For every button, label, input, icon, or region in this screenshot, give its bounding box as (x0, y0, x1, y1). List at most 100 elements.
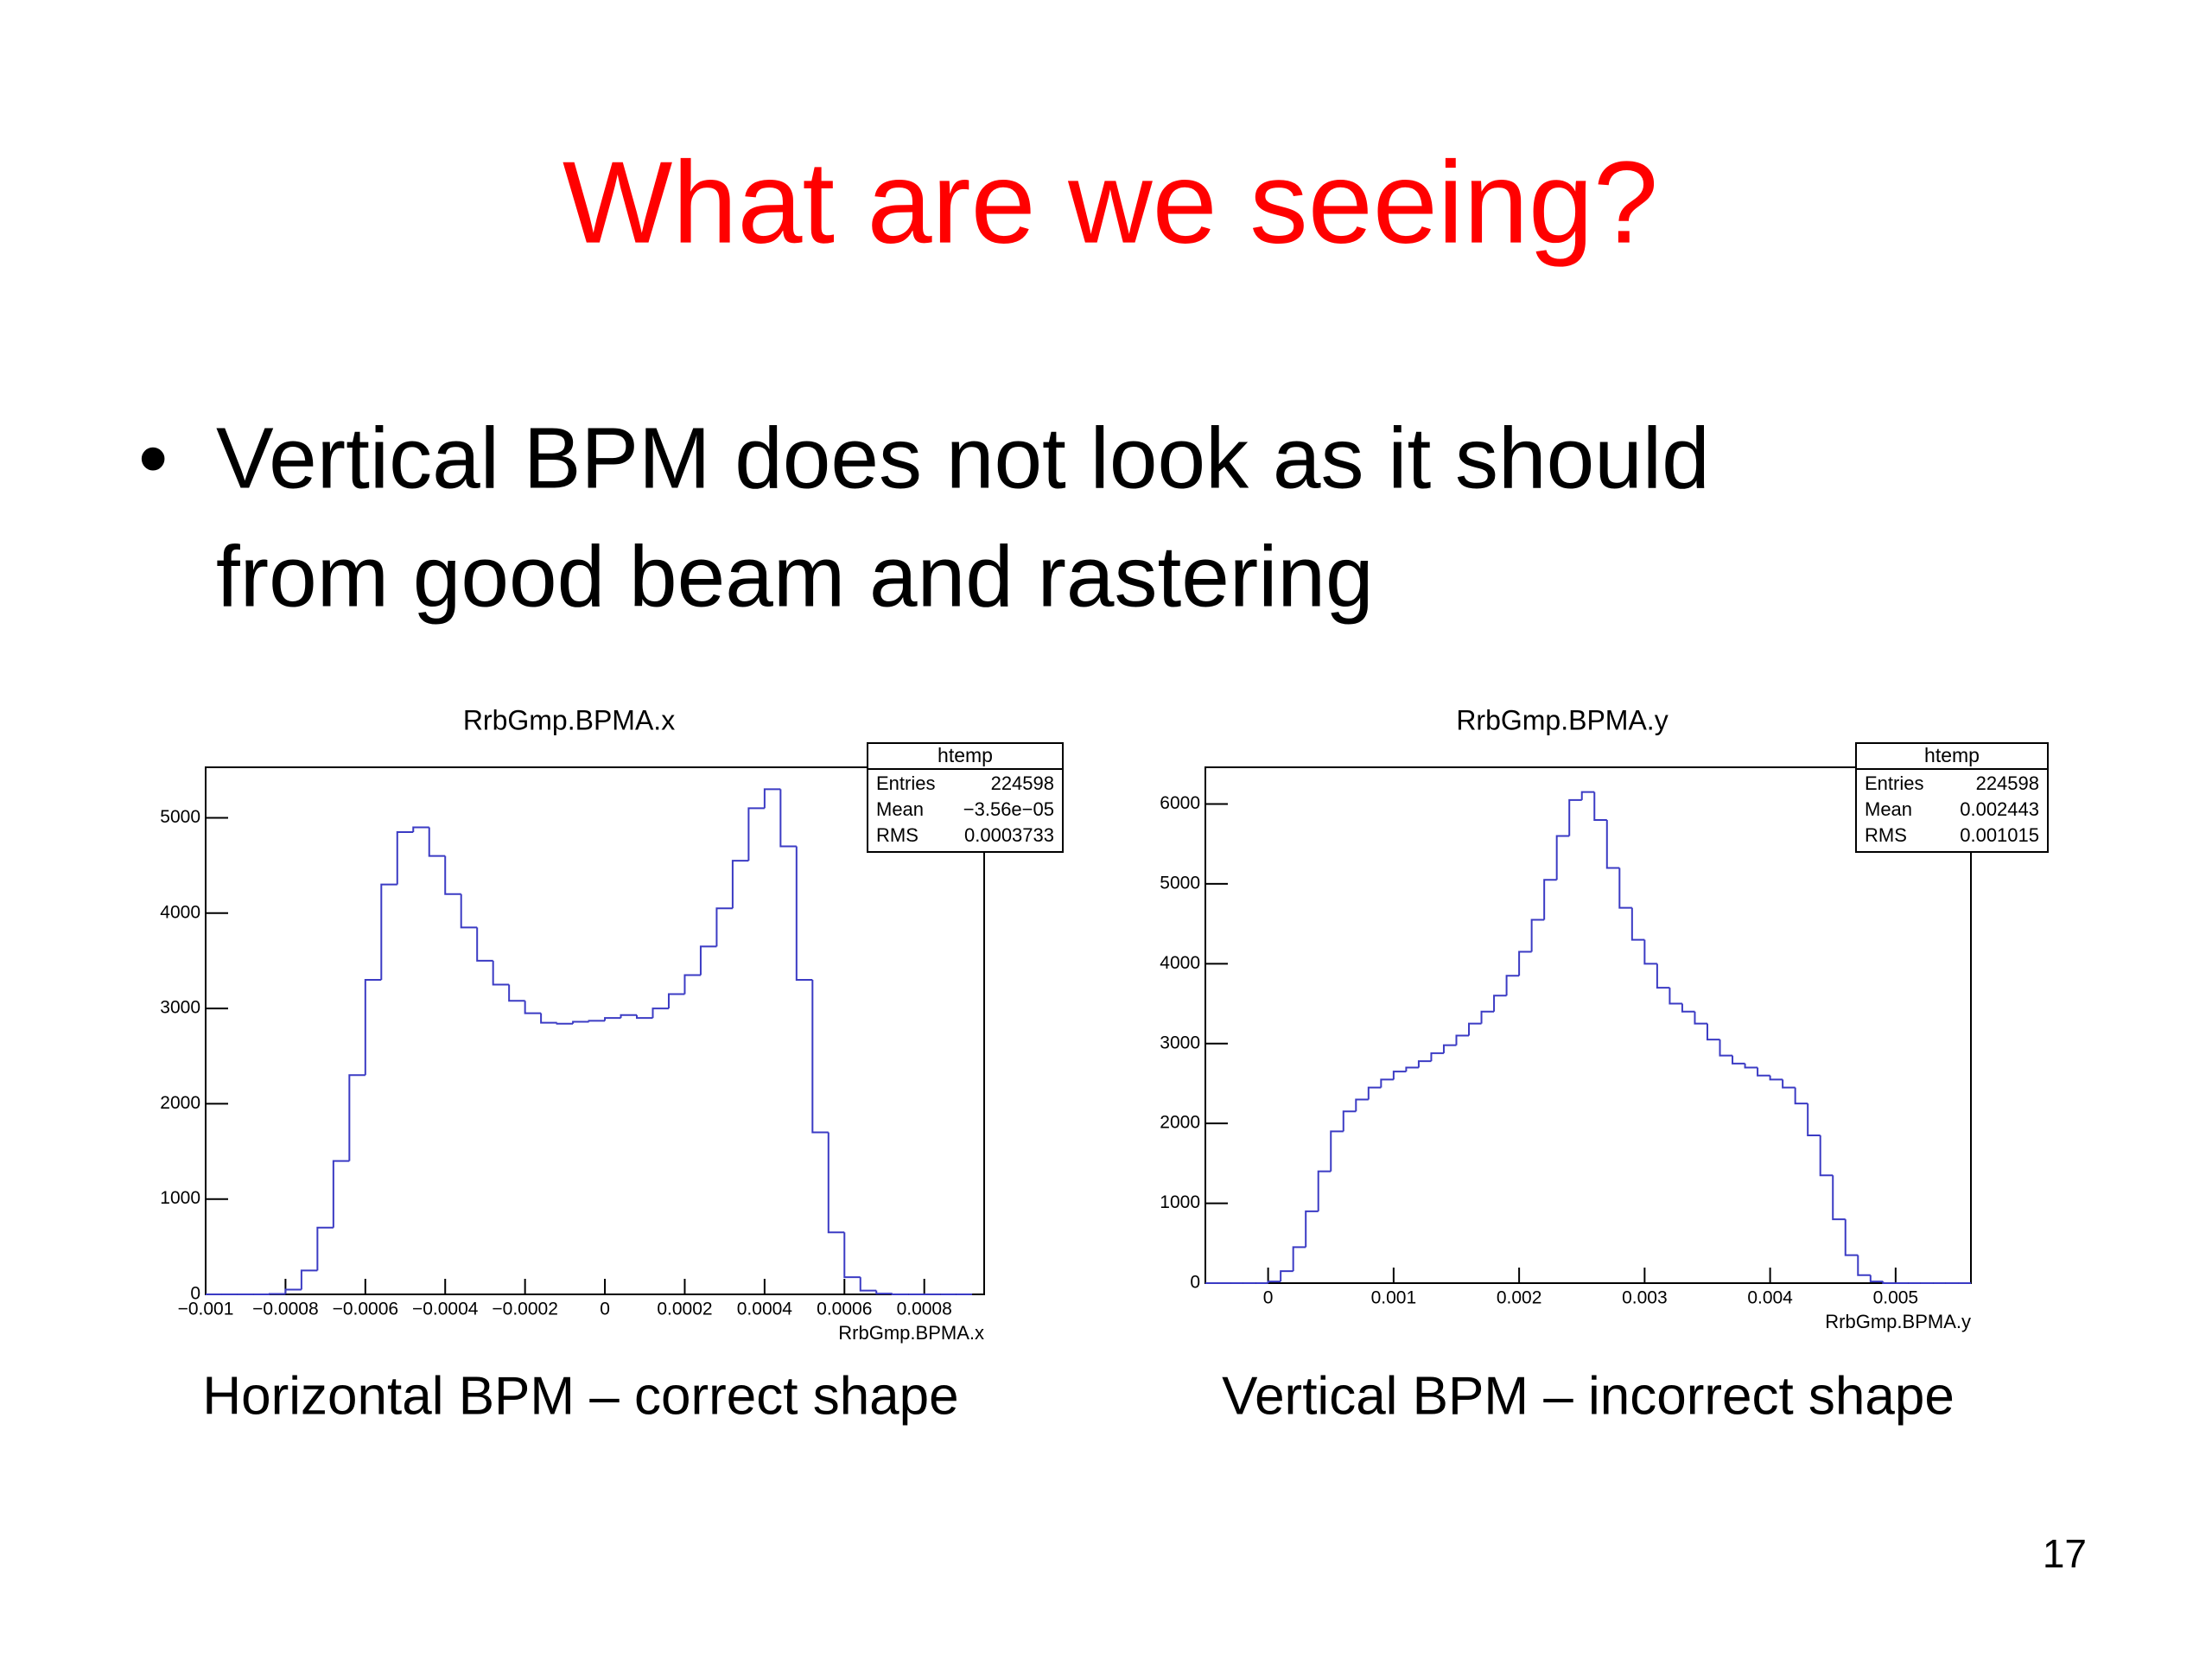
histogram-bin (1694, 1011, 1707, 1025)
histogram-bin (859, 1277, 877, 1292)
histogram-bin (1367, 1086, 1382, 1100)
histogram-bin (1605, 819, 1620, 869)
histogram-bin (1292, 1246, 1306, 1272)
stats-value: −3.56e−05 (963, 798, 1054, 820)
histogram-bin (811, 979, 829, 1134)
stats-value: 224598 (1976, 772, 2039, 794)
histogram-bin (588, 1020, 606, 1022)
x-tick-label: −0.0006 (333, 1300, 399, 1319)
caption: Horizontal BPM – correct shape (202, 1366, 958, 1426)
histogram-bin (492, 960, 510, 986)
bullet: • (138, 410, 168, 505)
x-tick-label: 0.0004 (737, 1300, 793, 1319)
histogram-bin (763, 788, 781, 809)
x-tick-label: −0.001 (178, 1300, 234, 1319)
histogram-bin (316, 1226, 334, 1271)
y-tick-label: 5000 (160, 807, 200, 827)
stats-name: Mean (1865, 798, 1912, 820)
histogram-bin (540, 1013, 557, 1024)
histogram-bin (1869, 1274, 1884, 1283)
x-tick-label: 0.0008 (897, 1300, 952, 1319)
y-tick-label: 4000 (1160, 953, 1200, 973)
plot-frame (205, 766, 985, 1295)
x-tick-label: 0.001 (1371, 1288, 1417, 1308)
stats-value: 0.0003733 (964, 824, 1054, 846)
histogram-bin (1442, 1044, 1457, 1053)
y-tick-label: 5000 (1160, 873, 1200, 893)
histogram-bin (1719, 1039, 1733, 1057)
y-tick-label: 4000 (160, 902, 200, 922)
histogram-bin (364, 978, 382, 1076)
histogram-bin (1267, 1281, 1281, 1283)
histogram-bin (508, 984, 525, 1002)
histogram-bin (1317, 1170, 1332, 1211)
x-axis-label: RrbGmp.BPMA.x (838, 1322, 984, 1344)
histogram-bin (1380, 1078, 1394, 1088)
stats-value: 0.002443 (1960, 798, 2039, 820)
x-tick-label: 0 (600, 1300, 610, 1319)
stats-box (1855, 742, 2049, 853)
x-tick-label: 0.0006 (817, 1300, 872, 1319)
histogram-bin (1430, 1052, 1444, 1062)
histogram-bin (652, 1007, 669, 1019)
histogram-bin (1568, 798, 1582, 836)
histogram-bin (1480, 1010, 1495, 1024)
histogram-bin (1630, 907, 1645, 941)
histogram-bin (1593, 791, 1607, 821)
histogram-bin (1417, 1060, 1432, 1068)
histogram-bin (843, 1232, 861, 1279)
histogram-bin (1342, 1110, 1357, 1132)
histogram-bin (556, 1022, 574, 1025)
slide-title: What are we seeing? (563, 137, 1658, 268)
y-tick-label: 2000 (1160, 1113, 1200, 1133)
histogram-bin (1782, 1079, 1796, 1089)
histogram-bin (683, 974, 701, 995)
stats-name: Mean (876, 798, 924, 820)
histogram-bin (875, 1290, 893, 1295)
histogram-bin (1643, 939, 1657, 965)
histogram-bin (284, 1288, 302, 1294)
histogram-bin (1280, 1270, 1294, 1282)
histogram-bin (827, 1132, 845, 1234)
histogram-bin (795, 846, 813, 981)
y-tick-label: 3000 (1160, 1033, 1200, 1052)
histogram-bin (1844, 1219, 1859, 1256)
y-tick-label: 0 (190, 1284, 200, 1304)
histogram-bin (1819, 1135, 1834, 1177)
x-tick-label: 0 (1263, 1288, 1274, 1308)
histogram-bin (1505, 975, 1520, 996)
histogram-bin (1744, 1063, 1758, 1069)
x-tick-label: 0.004 (1747, 1288, 1793, 1308)
histogram-bin (604, 1017, 621, 1021)
stats-box (867, 742, 1064, 853)
y-tick-label: 1000 (1160, 1192, 1200, 1212)
histogram-bin (620, 1014, 638, 1019)
bullet-line: from good beam and rastering (216, 528, 1374, 625)
histogram-bin (1330, 1130, 1344, 1172)
histogram-bin (348, 1074, 365, 1161)
histogram-bin (300, 1269, 318, 1290)
stats-name: RMS (1865, 824, 1907, 846)
page-number: 17 (2043, 1531, 2087, 1576)
histogram-bin (1832, 1175, 1846, 1221)
histogram-bin (476, 927, 493, 962)
histogram-bin (460, 893, 478, 929)
bullet-line: Vertical BPM does not look as it should (216, 410, 1710, 506)
histogram-bin (731, 860, 749, 909)
y-tick-label: 3000 (160, 998, 200, 1018)
chart-title: RrbGmp.BPMA.y (1456, 704, 1668, 735)
x-tick-label: 0.005 (1873, 1288, 1919, 1308)
histogram-bin (1518, 950, 1532, 976)
histogram-bin (715, 907, 733, 947)
caption: Vertical BPM – incorrect shape (1222, 1366, 1955, 1426)
histogram-bin (1882, 1281, 1896, 1284)
plot-frame (1205, 766, 1972, 1284)
histogram-bin (572, 1020, 589, 1024)
histogram-bin (1493, 995, 1507, 1012)
histogram-bin (1618, 868, 1632, 909)
histogram-bin (1681, 1003, 1695, 1013)
histogram-bin (380, 883, 397, 980)
histogram-bin (1530, 918, 1545, 952)
